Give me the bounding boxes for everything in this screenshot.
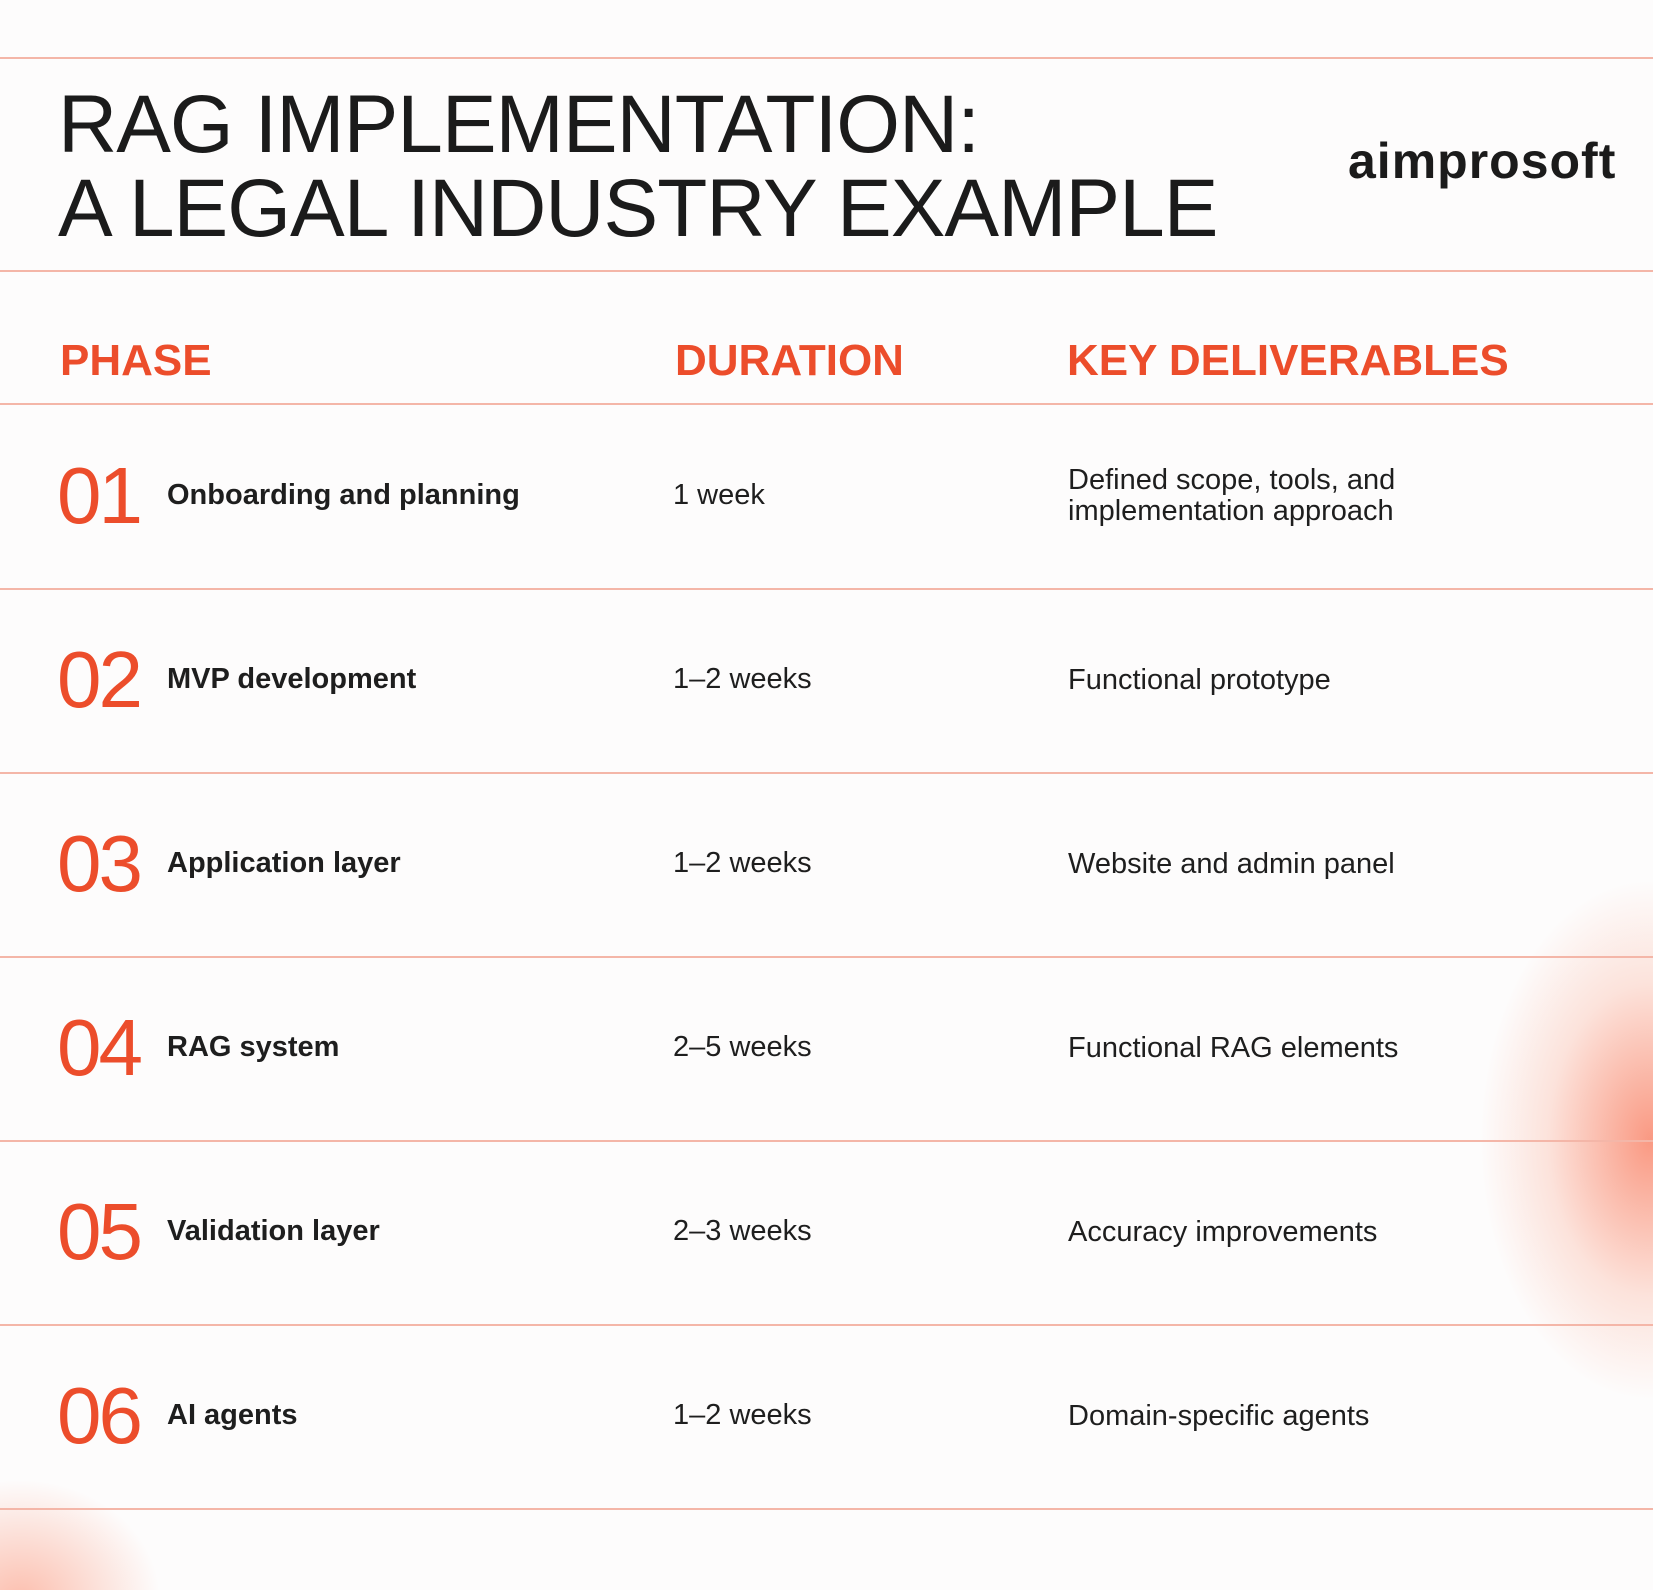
duration: 1–2 weeks [673, 1399, 812, 1431]
phase-name: RAG system [167, 1031, 340, 1063]
divider [0, 772, 1653, 774]
deliverables: Domain-specific agents [1068, 1399, 1370, 1432]
phase-number: 01 [57, 451, 143, 540]
phase-name: Validation layer [167, 1215, 380, 1247]
phase-name: AI agents [167, 1399, 298, 1431]
duration: 2–3 weeks [673, 1215, 812, 1247]
phase-name: Onboarding and planning [167, 479, 520, 511]
duration: 1–2 weeks [673, 663, 812, 695]
phase-name: Application layer [167, 847, 401, 879]
title-line: RAG IMPLEMENTATION: [58, 79, 980, 170]
divider [0, 57, 1653, 59]
deliverables: Functional RAG elements [1068, 1031, 1399, 1064]
phase-number: 03 [57, 819, 143, 908]
column-header: DURATION [675, 336, 904, 385]
deliverables: Website and admin panel [1068, 847, 1395, 880]
phase-number: 04 [57, 1003, 143, 1092]
divider [0, 1140, 1653, 1142]
divider [0, 270, 1653, 272]
duration: 1 week [673, 479, 765, 511]
title-line: A LEGAL INDUSTRY EXAMPLE [58, 163, 1218, 254]
deliverables: Functional prototype [1068, 663, 1331, 696]
phase-number: 02 [57, 635, 143, 724]
divider [0, 956, 1653, 958]
phase-number: 06 [57, 1371, 143, 1460]
deliverables: Accuracy improvements [1068, 1215, 1378, 1248]
column-header: PHASE [60, 336, 212, 385]
duration: 2–5 weeks [673, 1031, 812, 1063]
deliverables: Defined scope, tools, and implementation… [1068, 464, 1396, 527]
phase-number: 05 [57, 1187, 143, 1276]
divider [0, 1508, 1653, 1510]
duration: 1–2 weeks [673, 847, 812, 879]
divider [0, 588, 1653, 590]
logo: aimprosoft [1348, 133, 1617, 189]
phase-name: MVP development [167, 663, 417, 695]
divider [0, 403, 1653, 405]
divider [0, 1324, 1653, 1326]
column-header: KEY DELIVERABLES [1067, 336, 1509, 385]
